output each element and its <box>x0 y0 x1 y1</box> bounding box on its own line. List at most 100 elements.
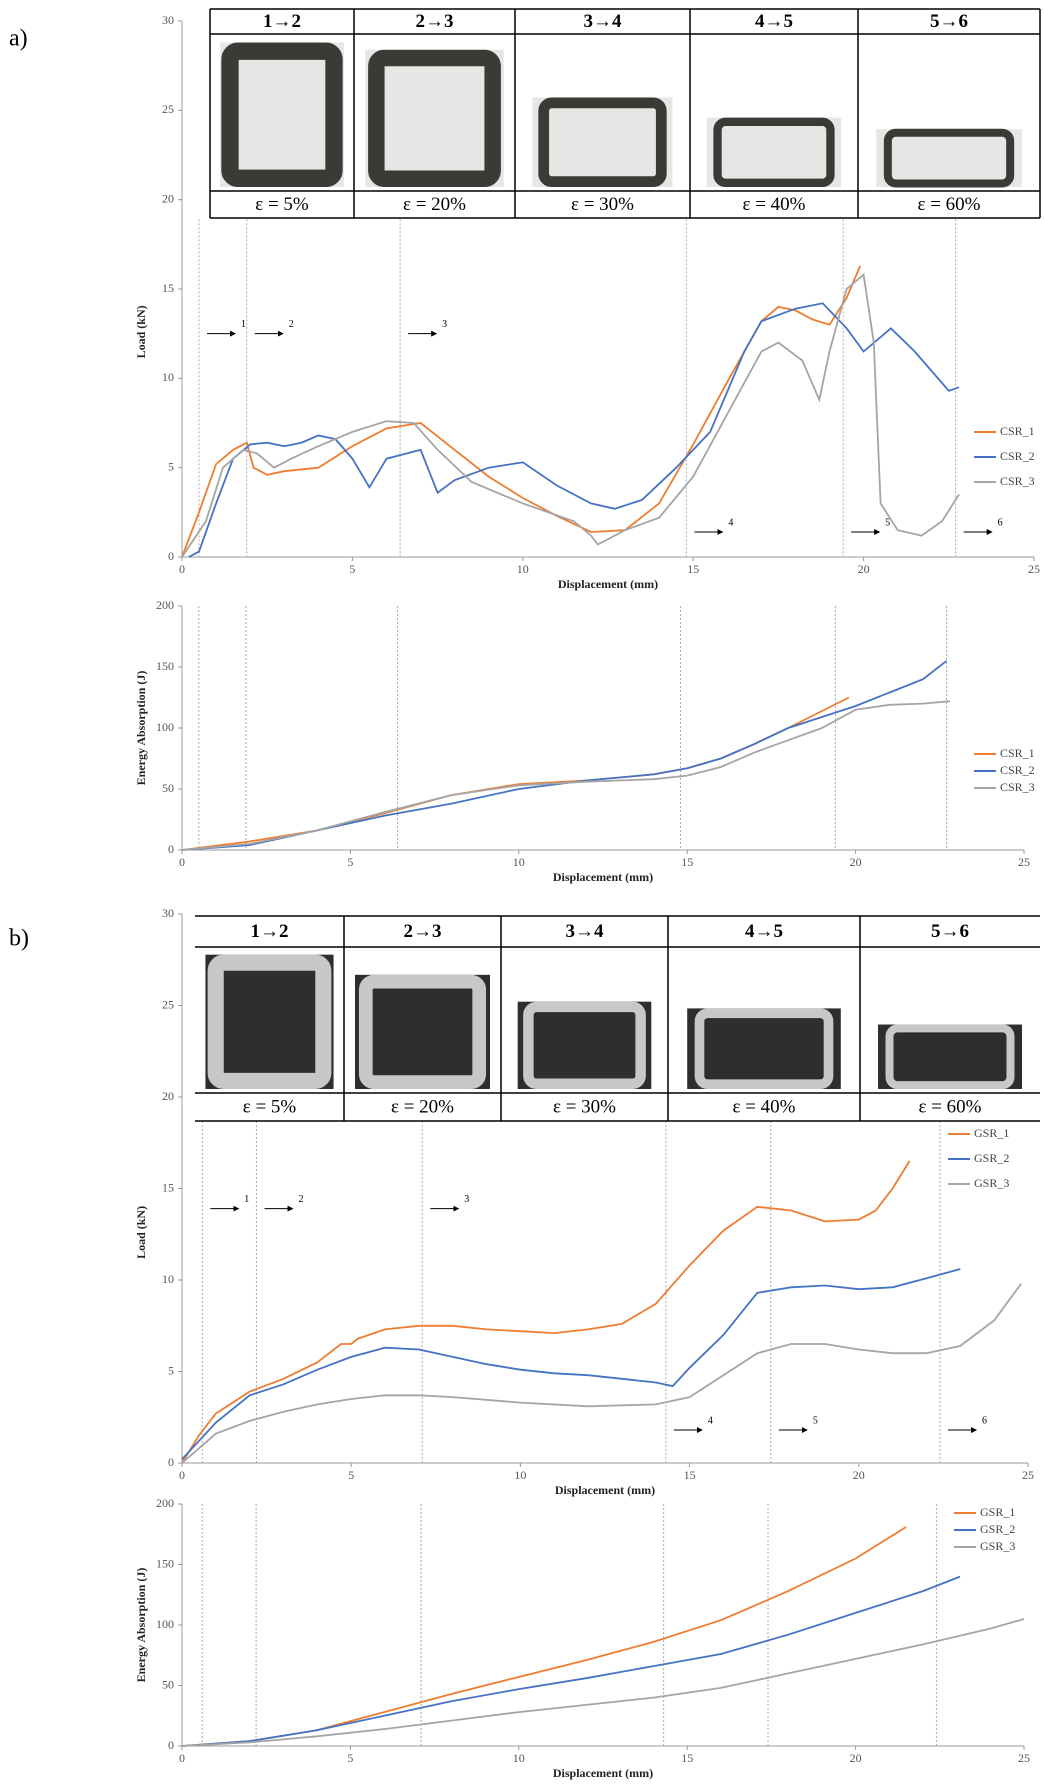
y-tick-label: 200 <box>156 1496 174 1510</box>
x-tick-label: 5 <box>347 1751 353 1765</box>
strain-label: ε = 40% <box>742 194 805 215</box>
stage-header: 1→2 <box>251 921 289 942</box>
x-tick-label: 20 <box>850 1751 862 1765</box>
strain-label: ε = 20% <box>403 194 466 215</box>
data-line <box>181 272 960 558</box>
y-tick-label: 0 <box>168 549 174 563</box>
strain-label: ε = 60% <box>917 194 980 215</box>
photo <box>354 974 491 1089</box>
stage-label: 6 <box>982 1415 987 1426</box>
data-line <box>181 1575 961 1747</box>
legend-label: CSR_1 <box>1000 746 1035 760</box>
stage-label: 2 <box>289 319 294 330</box>
stage-label: 4 <box>728 517 733 528</box>
photo <box>706 117 842 187</box>
y-tick-label: 10 <box>162 1272 174 1286</box>
y-tick-label: 150 <box>156 659 174 673</box>
data-line <box>181 1618 1025 1747</box>
specimen <box>883 128 1015 188</box>
x-axis-title: Displacement (mm) <box>553 870 653 884</box>
y-tick-label: 0 <box>168 842 174 856</box>
y-tick-label: 15 <box>162 281 174 295</box>
y-tick-label: 30 <box>162 906 174 920</box>
x-axis-title: Displacement (mm) <box>553 1766 653 1780</box>
photo <box>365 49 504 188</box>
data-line <box>181 696 850 851</box>
y-tick-label: 150 <box>156 1556 174 1570</box>
x-tick-label: 10 <box>513 855 525 869</box>
y-tick-label: 50 <box>162 1677 174 1691</box>
stage-label: 3 <box>442 319 447 330</box>
specimen <box>713 117 835 187</box>
data-line <box>181 700 950 851</box>
data-line <box>181 1160 911 1464</box>
stage-label: 5 <box>885 517 890 528</box>
legend-label: CSR_1 <box>1000 424 1035 438</box>
strain-label: ε = 40% <box>732 1096 795 1117</box>
legend-label: CSR_3 <box>1000 474 1035 488</box>
y-tick-label: 0 <box>168 1738 174 1752</box>
stage-header: 5→6 <box>930 11 968 32</box>
data-line <box>181 660 948 851</box>
y-tick-label: 50 <box>162 781 174 795</box>
x-tick-label: 5 <box>347 855 353 869</box>
x-tick-label: 0 <box>179 1751 185 1765</box>
specimen <box>885 1024 1015 1090</box>
x-tick-label: 10 <box>514 1468 526 1482</box>
stage-label: 4 <box>708 1415 713 1426</box>
data-line <box>181 1283 1022 1464</box>
stage-label: 3 <box>464 1194 469 1205</box>
legend-label: GSR_2 <box>980 1522 1015 1536</box>
x-axis-title: Displacement (mm) <box>558 577 658 591</box>
strain-label: ε = 5% <box>255 194 309 215</box>
legend-label: CSR_2 <box>1000 763 1035 777</box>
stage-header: 4→5 <box>745 921 783 942</box>
y-tick-label: 20 <box>162 1089 174 1103</box>
y-axis-title: Load (kN) <box>134 1206 148 1259</box>
y-tick-label: 5 <box>168 1363 174 1377</box>
y-tick-label: 20 <box>162 191 174 205</box>
legend-label: GSR_1 <box>980 1505 1015 1519</box>
photo <box>532 97 673 187</box>
specimen <box>221 42 343 187</box>
y-tick-label: 200 <box>156 598 174 612</box>
strain-label: ε = 30% <box>571 194 634 215</box>
specimen <box>523 1001 646 1090</box>
x-tick-label: 15 <box>684 1468 696 1482</box>
strain-label: ε = 60% <box>918 1096 981 1117</box>
stage-header: 2→3 <box>404 921 442 942</box>
y-tick-label: 5 <box>168 459 174 473</box>
x-tick-label: 20 <box>850 855 862 869</box>
specimen <box>694 1008 834 1090</box>
y-tick-label: 30 <box>162 13 174 27</box>
panel-label: a) <box>9 26 28 52</box>
stage-header: 2→3 <box>416 11 454 32</box>
legend-label: GSR_3 <box>974 1176 1009 1190</box>
stage-header: 4→5 <box>755 11 793 32</box>
x-tick-label: 25 <box>1018 855 1030 869</box>
stage-header: 3→4 <box>566 921 605 942</box>
photo <box>220 42 344 188</box>
x-tick-label: 15 <box>687 562 699 576</box>
y-tick-label: 15 <box>162 1180 174 1194</box>
y-axis-title: Energy Absorption (J) <box>134 1568 148 1683</box>
x-tick-label: 20 <box>853 1468 865 1482</box>
photo <box>876 129 1022 187</box>
y-tick-label: 100 <box>156 1617 174 1631</box>
legend-label: CSR_3 <box>1000 780 1035 794</box>
strain-label: ε = 20% <box>391 1096 454 1117</box>
x-axis-title: Displacement (mm) <box>555 1483 655 1497</box>
photo <box>517 1001 652 1089</box>
data-line <box>188 302 960 558</box>
x-tick-label: 15 <box>681 855 693 869</box>
x-tick-label: 15 <box>681 1751 693 1765</box>
data-line <box>181 265 862 558</box>
data-line <box>181 1268 961 1460</box>
x-tick-label: 0 <box>179 855 185 869</box>
y-axis-title: Energy Absorption (J) <box>134 671 148 786</box>
panel-label: b) <box>9 926 29 952</box>
stage-header: 1→2 <box>263 11 301 32</box>
y-tick-label: 100 <box>156 720 174 734</box>
data-line <box>181 1526 907 1747</box>
